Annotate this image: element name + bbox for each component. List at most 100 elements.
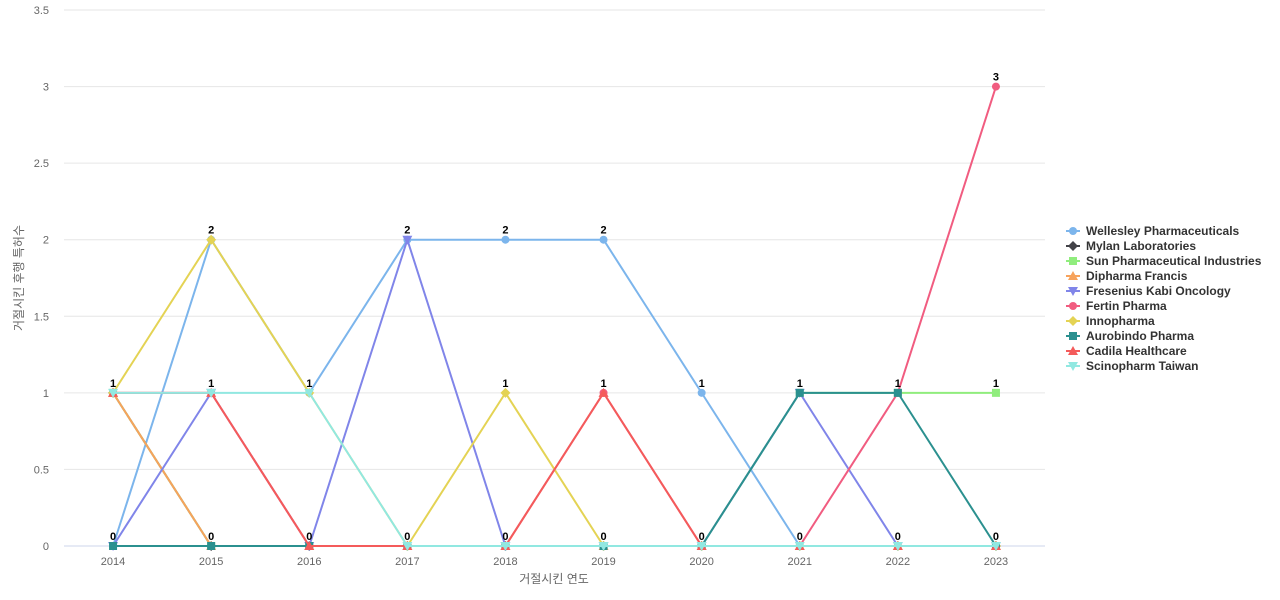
x-axis-title: 거절시킨 연도 <box>519 572 589 586</box>
legend-marker-icon <box>1068 346 1078 355</box>
data-label: 2 <box>208 225 214 237</box>
y-tick-label: 3.5 <box>34 5 49 17</box>
data-point <box>991 388 1000 397</box>
legend-item[interactable]: Wellesley Pharmaceuticals <box>1066 224 1240 238</box>
legend-item[interactable]: Cadila Healthcare <box>1066 344 1187 358</box>
y-axis-title: 거절시킨 후행 특허수 <box>11 225 26 331</box>
data-label: 1 <box>993 378 999 390</box>
data-label: 1 <box>110 378 116 390</box>
data-point <box>206 388 217 398</box>
legend-item[interactable]: Sun Pharmaceutical Industries <box>1066 254 1262 268</box>
data-point <box>304 541 315 550</box>
data-point <box>402 235 413 245</box>
x-tick-label: 2020 <box>689 556 713 568</box>
legend-marker-icon <box>1069 257 1077 265</box>
data-label: 3 <box>993 72 999 84</box>
data-label: 0 <box>208 531 214 543</box>
data-label: 1 <box>208 378 214 390</box>
legend-marker-icon <box>1068 316 1078 326</box>
legend-label: Mylan Laboratories <box>1086 239 1196 253</box>
y-tick-label: 3 <box>43 82 49 94</box>
legend-label: Fresenius Kabi Oncology <box>1086 284 1231 298</box>
data-point <box>893 388 902 397</box>
y-tick-label: 0.5 <box>34 464 49 476</box>
data-point <box>109 542 118 550</box>
legend-item[interactable]: Scinopharm Taiwan <box>1066 359 1198 373</box>
y-tick-label: 1 <box>43 388 49 400</box>
legend-label: Innopharma <box>1086 314 1155 328</box>
legend-item[interactable]: Mylan Laboratories <box>1066 239 1196 253</box>
legend-label: Sun Pharmaceutical Industries <box>1086 254 1262 268</box>
x-axis-ticks: 2014 2015 2016 2017 2018 2019 2020 2021 2022 2023 <box>101 556 1008 568</box>
data-label: 0 <box>306 531 312 543</box>
data-label: 0 <box>110 531 116 543</box>
data-point <box>794 542 805 551</box>
legend-item[interactable]: Fresenius Kabi Oncology <box>1066 284 1231 298</box>
legend-item[interactable]: Aurobindo Pharma <box>1066 329 1194 343</box>
data-point <box>697 388 706 397</box>
data-label: 0 <box>600 531 606 543</box>
data-label: 1 <box>306 378 312 390</box>
data-label: 2 <box>404 225 410 237</box>
data-label: 0 <box>993 531 999 543</box>
x-tick-label: 2019 <box>591 556 615 568</box>
data-point <box>598 542 609 551</box>
data-point <box>991 82 1000 91</box>
data-label: 1 <box>895 378 901 390</box>
x-tick-label: 2023 <box>984 556 1008 568</box>
x-tick-label: 2018 <box>493 556 517 568</box>
legend-label: Fertin Pharma <box>1086 299 1167 313</box>
data-labels: 1 0 2 1 0 1 0 2 0 2 1 0 2 1 0 1 0 1 0 1 0 3 1 0 <box>110 72 999 543</box>
legend-marker-icon <box>1069 302 1077 310</box>
legend-marker-icon <box>1069 332 1077 340</box>
y-tick-label: 1.5 <box>34 311 49 323</box>
x-tick-label: 2016 <box>297 556 321 568</box>
data-point <box>501 235 510 244</box>
legend-marker-icon <box>1069 227 1077 235</box>
series-layer <box>108 82 1001 551</box>
data-point <box>599 235 608 244</box>
data-label: 1 <box>600 378 606 390</box>
x-tick-label: 2015 <box>199 556 223 568</box>
data-point <box>206 234 217 245</box>
data-label: 0 <box>895 531 901 543</box>
data-point <box>500 542 511 551</box>
data-label: 2 <box>502 225 508 237</box>
legend-label: Wellesley Pharmaceuticals <box>1086 224 1240 238</box>
data-label: 0 <box>699 531 705 543</box>
x-tick-label: 2017 <box>395 556 419 568</box>
legend-item[interactable]: Innopharma <box>1066 314 1155 328</box>
legend-label: Dipharma Francis <box>1086 269 1188 283</box>
data-label: 2 <box>600 225 606 237</box>
y-axis-ticks: 0 0.5 1 1.5 2 2.5 3 3.5 <box>34 5 49 553</box>
legend-label: Scinopharm Taiwan <box>1086 359 1198 373</box>
x-tick-label: 2014 <box>101 556 125 568</box>
data-point <box>500 387 511 398</box>
data-point <box>795 388 804 397</box>
data-label: 1 <box>797 378 803 390</box>
x-tick-label: 2021 <box>788 556 812 568</box>
legend-marker-icon <box>1068 271 1078 280</box>
legend-item[interactable]: Dipharma Francis <box>1066 269 1188 283</box>
legend-marker-icon <box>1068 287 1078 296</box>
y-tick-label: 2.5 <box>34 158 49 170</box>
legend-label: Aurobindo Pharma <box>1086 329 1194 343</box>
data-point <box>207 542 216 550</box>
data-point <box>696 542 707 551</box>
data-label: 1 <box>502 378 508 390</box>
series-line <box>112 391 997 547</box>
data-point <box>304 388 315 398</box>
data-label: 0 <box>404 531 410 543</box>
legend-item[interactable]: Fertin Pharma <box>1066 299 1167 313</box>
data-point <box>892 542 903 551</box>
series-scinopharm-taiwan <box>108 388 1001 551</box>
data-point <box>108 388 119 398</box>
data-point <box>598 387 609 397</box>
grid-lines <box>64 9 1045 547</box>
legend-label: Cadila Healthcare <box>1086 344 1187 358</box>
y-tick-label: 2 <box>43 235 49 247</box>
legend-marker-icon <box>1068 241 1078 251</box>
data-label: 0 <box>797 531 803 543</box>
